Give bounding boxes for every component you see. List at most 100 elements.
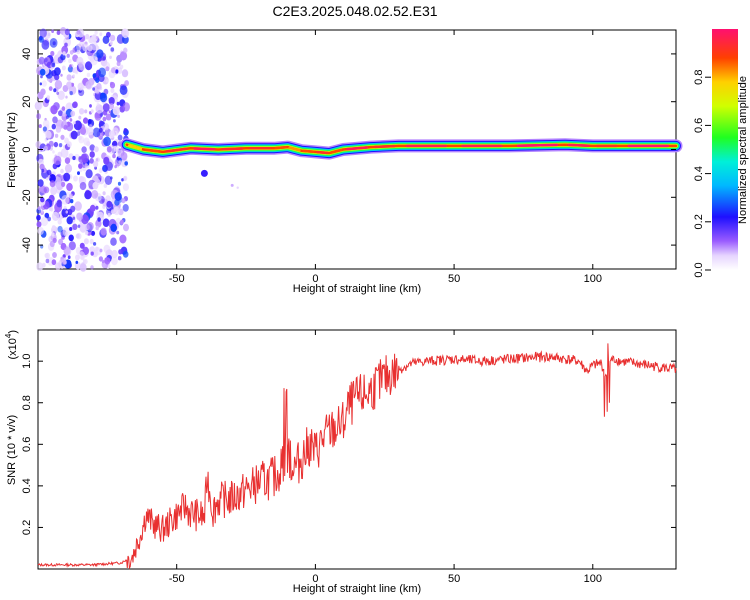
noise-speck: [94, 30, 98, 35]
noise-speck: [45, 130, 52, 139]
noise-speck: [90, 251, 94, 256]
spectrogram-y-ticks: -40 -20 0 20 40: [21, 48, 676, 253]
noise-speck: [118, 160, 122, 164]
noise-speck: [57, 225, 63, 233]
snr-frame: [37, 329, 677, 570]
noise-speck: [117, 67, 123, 74]
noise-speck: [39, 82, 42, 86]
noise-speck: [40, 216, 49, 227]
spectrogram-y-axis-label: Frequency (Hz): [6, 112, 18, 188]
noise-speck: [111, 249, 118, 259]
noise-speck: [119, 64, 124, 70]
noise-speck: [63, 246, 71, 255]
noise-speck: [108, 130, 115, 139]
noise-speck: [98, 256, 103, 262]
spectral-blob: [200, 169, 208, 177]
noise-speck: [70, 130, 78, 140]
spectrogram-panel: -50 0 50 100 -40 -20 0 20 40 Height of straight…: [6, 27, 683, 295]
noise-speck: [52, 150, 55, 154]
noise-speck: [65, 210, 69, 214]
noise-speck: [60, 148, 69, 158]
noise-speck: [54, 133, 59, 138]
noise-speck: [100, 227, 107, 236]
noise-speck: [49, 180, 56, 188]
noise-speck: [51, 123, 56, 130]
noise-speck: [63, 172, 71, 182]
noise-speck: [109, 81, 113, 86]
spectrogram-plot-area: [34, 27, 683, 272]
noise-speck: [80, 127, 87, 135]
noise-speck: [51, 225, 56, 230]
noise-speck: [103, 157, 110, 165]
noise-speck: [41, 40, 50, 50]
signal-core-segment: [373, 144, 396, 149]
noise-speck: [69, 91, 73, 96]
signal-core-segment: [288, 146, 301, 152]
noise-speck: [70, 199, 74, 204]
noise-speck: [72, 47, 77, 53]
snr-x-ticks: -50 0 50 100: [169, 330, 602, 585]
noise-speck: [53, 88, 57, 93]
noise-speck: [106, 146, 112, 153]
noise-speck: [35, 100, 43, 111]
noise-speck: [124, 161, 128, 166]
noise-speck: [89, 238, 94, 245]
noise-speck: [110, 88, 115, 94]
noise-speck: [41, 80, 47, 87]
noise-speck: [45, 252, 50, 259]
signal-core-segment: [145, 148, 162, 153]
noise-speck: [85, 169, 93, 179]
colorbar: 0.0 0.2 0.4 0.6 0.8 Normalized spectral ampl…: [693, 29, 749, 278]
colorbar-tick-label: 0.4: [693, 166, 705, 181]
noise-speck: [117, 181, 122, 186]
noise-speck: [72, 101, 78, 108]
noise-speck: [60, 256, 67, 264]
noise-speck: [103, 136, 111, 147]
noise-speck: [45, 258, 50, 264]
noise-speck: [60, 73, 63, 77]
noise-speck: [104, 257, 111, 265]
y-tick-label: 0: [21, 146, 33, 152]
noise-speck: [78, 163, 83, 169]
x-tick-label: 50: [448, 573, 460, 585]
noise-speck: [69, 118, 73, 122]
noise-speck: [109, 103, 115, 110]
noise-speck: [68, 58, 72, 64]
snr-plot-area: [37, 343, 677, 570]
noise-speck: [112, 153, 116, 159]
noise-speck: [39, 28, 47, 38]
noise-speck: [116, 230, 120, 235]
noise-speck: [86, 222, 94, 231]
y-tick-label: -40: [21, 237, 33, 253]
noise-speck: [43, 186, 50, 194]
noise-speck: [90, 230, 96, 236]
noise-speck: [94, 146, 99, 153]
noise-speck: [77, 171, 80, 176]
noise-speck: [66, 182, 73, 192]
noise-speck: [75, 71, 79, 75]
noise-speck: [90, 55, 98, 66]
noise-speck: [38, 124, 42, 129]
noise-speck: [57, 219, 62, 225]
noise-speck: [69, 50, 74, 55]
noise-speck: [89, 144, 96, 152]
noise-speck: [53, 141, 59, 148]
colorbar-tick-label: 0.0: [693, 262, 705, 277]
noise-speck: [110, 237, 117, 246]
signal-core-segment: [193, 147, 216, 151]
noise-speck: [72, 223, 78, 230]
signal-core-segment: [165, 147, 188, 153]
snr-panel: -50 0 50 100 0.2 0.4 0.6 0.8 1.0 Height of stra…: [4, 329, 677, 595]
noise-speck: [78, 61, 83, 68]
noise-speck: [110, 223, 117, 232]
noise-speck: [43, 145, 49, 151]
noise-speck: [89, 246, 96, 254]
noise-speck: [109, 41, 113, 46]
noise-speck: [39, 68, 46, 76]
spectrogram-x-axis-label: Height of straight line (km): [293, 283, 421, 295]
noise-speck: [40, 75, 43, 79]
noise-speck: [121, 28, 130, 39]
noise-speck: [64, 163, 73, 173]
noise-speck: [113, 119, 116, 123]
